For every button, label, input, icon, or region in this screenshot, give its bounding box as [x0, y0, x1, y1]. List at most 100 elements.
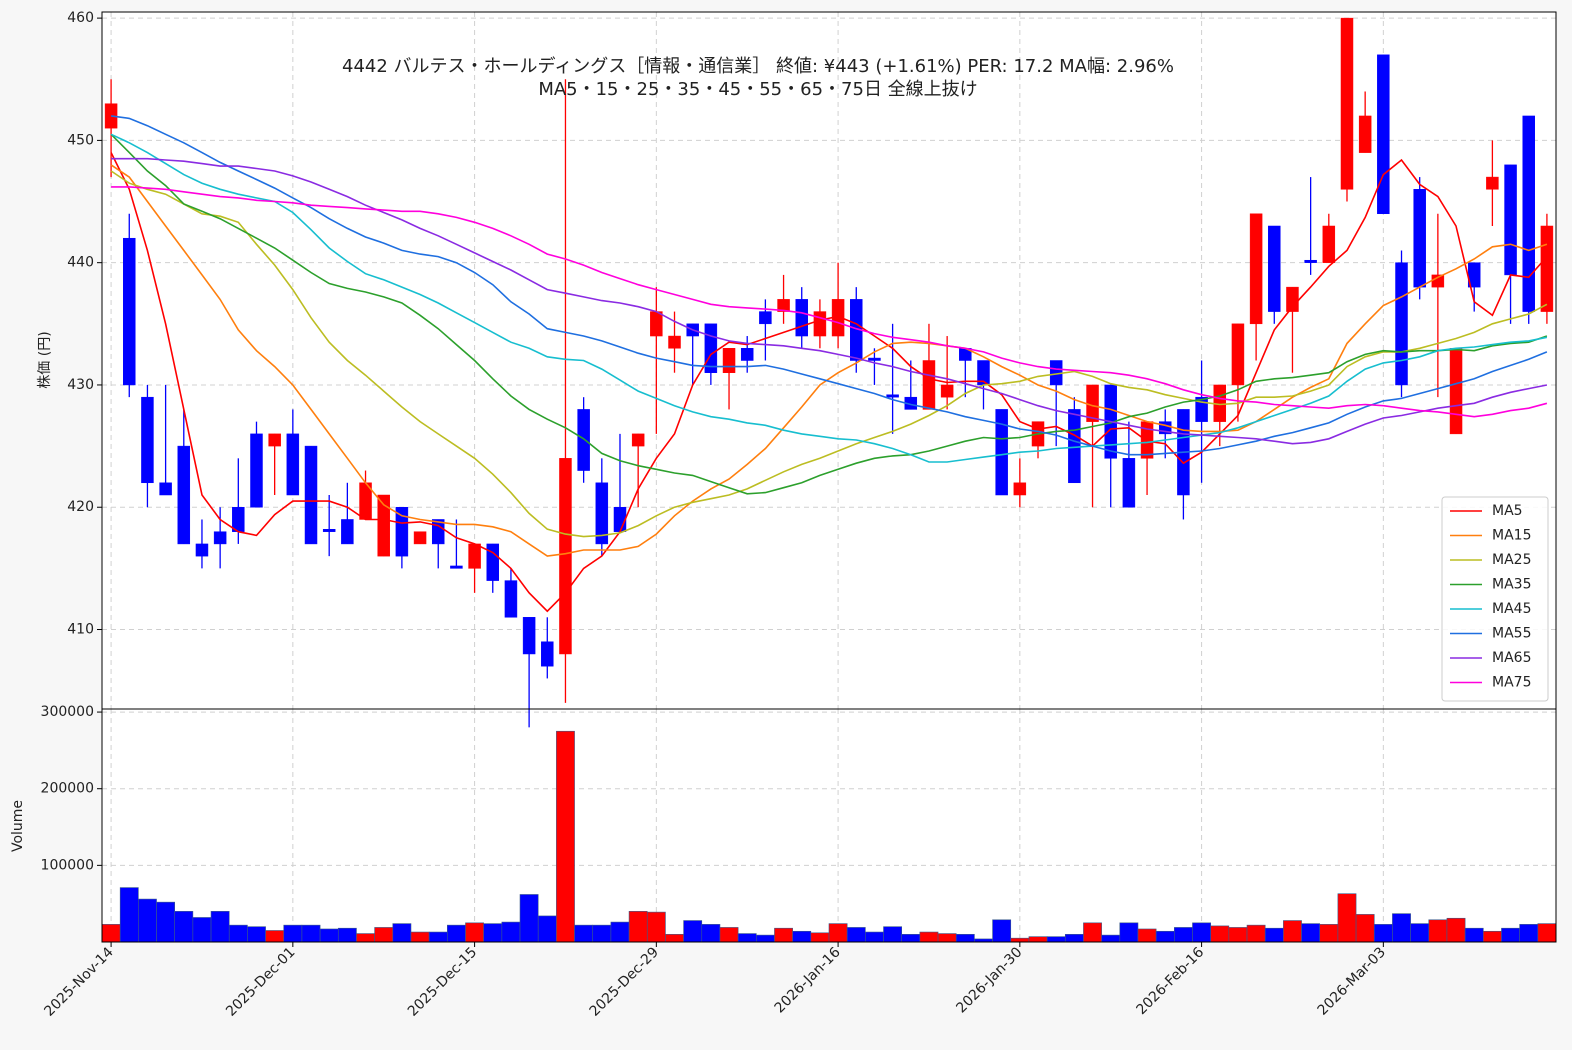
volume-bar: [1355, 914, 1375, 943]
candle-body: [668, 335, 681, 349]
volume-bar: [828, 923, 848, 943]
volume-bar: [1392, 913, 1411, 943]
legend-label: MA15: [1492, 528, 1531, 544]
candle-body: [377, 494, 390, 557]
x-tick-label: 2026-Mar-03: [1315, 944, 1389, 1018]
volume-bar: [574, 924, 594, 943]
ma-line: [111, 157, 1548, 445]
legend-label: MA35: [1492, 577, 1531, 593]
volume-bar: [1428, 919, 1448, 943]
candle-body: [213, 531, 227, 545]
candle-body: [777, 299, 790, 312]
ma-line: [111, 186, 1548, 418]
candle-body: [759, 311, 772, 325]
volume-bar: [1228, 927, 1248, 943]
ma-line: [110, 115, 1548, 456]
volume-bar: [1264, 927, 1284, 943]
candle-body: [613, 506, 627, 532]
volume-bar: [337, 927, 357, 943]
candle-body: [195, 543, 209, 557]
y-tick-label: 460: [67, 10, 94, 26]
x-tick-label: 2025-Dec-29: [587, 944, 662, 1019]
y-tick-label: 440: [67, 255, 94, 271]
y-tick-label: 420: [67, 499, 94, 515]
ma-line: [110, 133, 1548, 495]
candle-body: [1140, 421, 1154, 459]
y-tick-label: 200000: [41, 781, 94, 797]
candle-body: [1504, 164, 1517, 276]
x-tick-label: 2026-Jan-30: [953, 944, 1025, 1016]
candle-body: [123, 237, 136, 386]
volume-bar: [1210, 925, 1230, 943]
candle-body: [795, 299, 808, 337]
candle-body: [1195, 396, 1208, 422]
candle-body: [650, 311, 663, 337]
legend-label: MA5: [1492, 503, 1523, 519]
volume-bar: [1464, 927, 1484, 943]
x-tick-label: 2026-Jan-16: [772, 944, 844, 1016]
candle-body: [268, 433, 281, 447]
volume-panel: [102, 709, 1556, 942]
volume-bar: [1246, 924, 1266, 943]
candle-body: [886, 394, 899, 398]
y-tick-label: 430: [67, 377, 94, 393]
candle-body: [486, 543, 500, 581]
volume-bar: [755, 934, 775, 943]
candle-body: [177, 445, 191, 545]
legend-box: [1441, 496, 1549, 702]
candle-body: [522, 617, 536, 655]
volume-bar: [774, 927, 793, 943]
volume-bar: [1101, 934, 1121, 943]
volume-bar: [665, 934, 684, 943]
candle-body: [631, 433, 645, 447]
candle-body: [922, 360, 936, 410]
volume-bar: [701, 924, 721, 943]
volume-bar: [1501, 927, 1520, 943]
candle-body: [504, 580, 518, 618]
candle-body: [1231, 323, 1245, 386]
candle-body: [468, 543, 481, 569]
x-tick-label: 2026-Feb-16: [1133, 944, 1207, 1018]
volume-bar: [1174, 927, 1193, 943]
volume-bar: [519, 894, 539, 943]
candle-body: [1013, 482, 1027, 496]
volume-bar: [228, 924, 248, 943]
candle-body: [1068, 409, 1081, 484]
candle-body: [341, 519, 354, 545]
volume-bar: [610, 921, 630, 943]
candle-body: [704, 323, 718, 373]
candle-body: [541, 641, 554, 667]
volume-bar: [955, 934, 975, 943]
chart-title: 4442 バルテス・ホールディングス［情報・通信業］ 終値: ¥443 (+1.…: [342, 56, 1174, 77]
candle-body: [740, 348, 754, 361]
candle-body: [595, 482, 609, 545]
volume-bar: [192, 917, 212, 943]
volume-bar: [1010, 937, 1030, 943]
volume-bar: [138, 898, 157, 943]
candle-body: [1122, 458, 1136, 508]
volume-bar: [392, 923, 412, 943]
y-tick-label: 450: [67, 132, 94, 148]
volume-bar: [1446, 917, 1466, 943]
y-tick-label: 100000: [41, 857, 94, 873]
candle-body: [722, 348, 736, 373]
y-tick-label: 410: [67, 622, 94, 638]
candle-body: [141, 396, 154, 484]
legend-label: MA55: [1492, 626, 1531, 642]
x-tick-label: 2025-Dec-01: [223, 944, 298, 1019]
volume-bar: [1373, 924, 1393, 943]
candle-body: [1358, 115, 1372, 153]
candle-body: [322, 528, 336, 532]
candle-body: [413, 531, 427, 545]
volume-bar: [1519, 924, 1539, 943]
candle-body: [450, 565, 463, 569]
volume-bar: [119, 887, 139, 943]
volume-bar: [592, 924, 612, 943]
candle-body: [1486, 176, 1499, 190]
volume-bar: [792, 930, 812, 943]
volume-frame: [101, 708, 1557, 943]
volume-bar: [846, 927, 866, 943]
volume-bar: [101, 924, 121, 943]
volume-bar: [1319, 924, 1339, 943]
